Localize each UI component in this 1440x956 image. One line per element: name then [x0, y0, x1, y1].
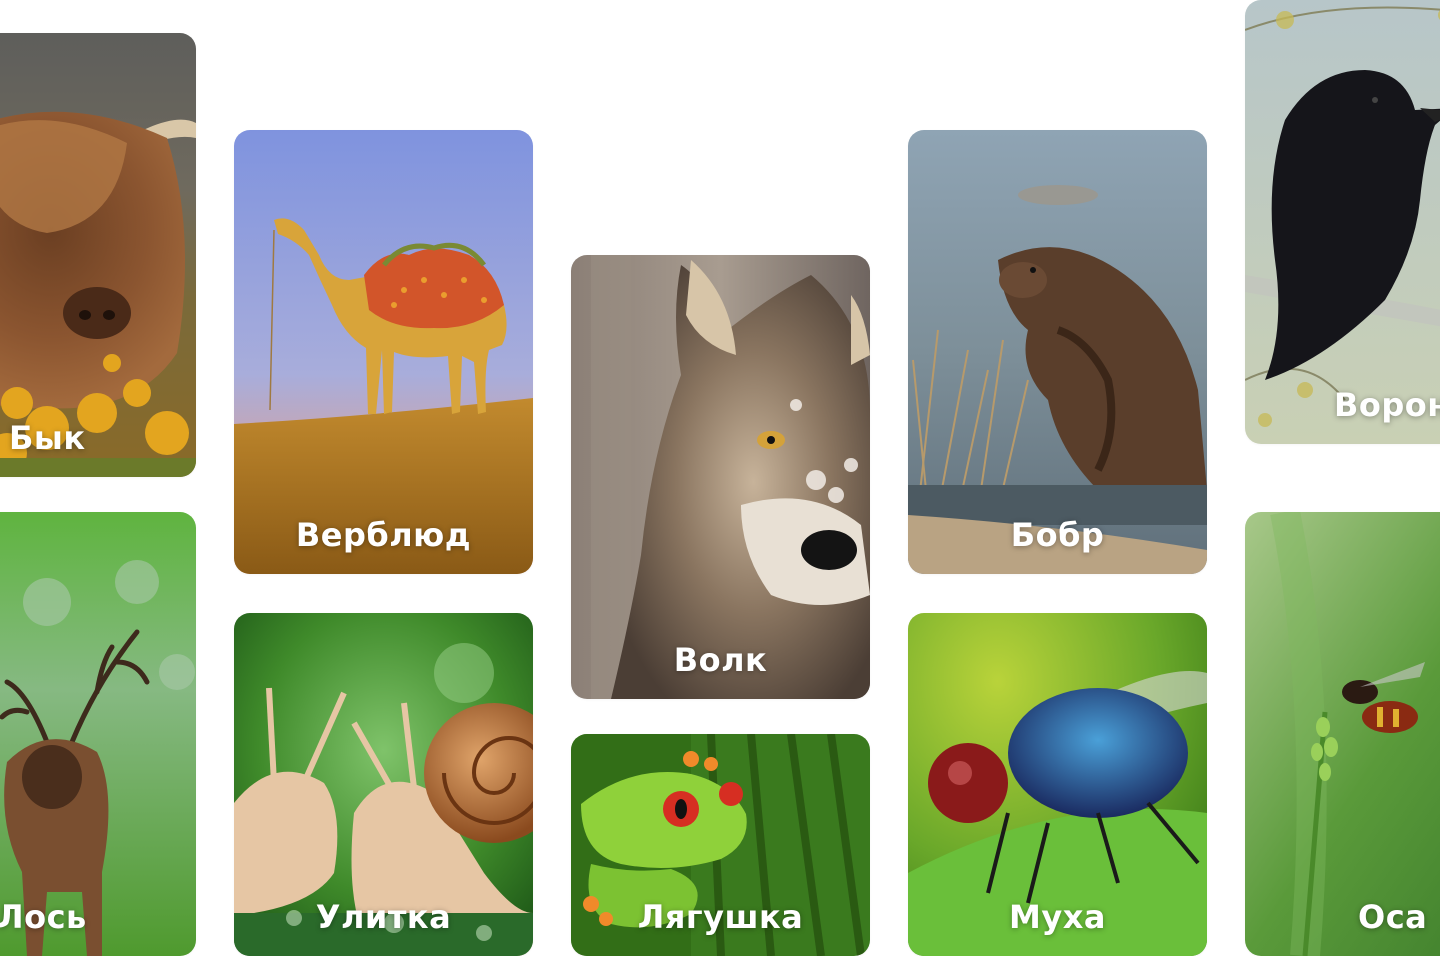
frog-image — [571, 734, 870, 956]
card-label: Муха — [1009, 898, 1106, 936]
beaver-image — [908, 130, 1207, 574]
card-bull[interactable]: Бык — [0, 33, 196, 477]
card-wolf[interactable]: Волк — [571, 255, 870, 699]
card-camel[interactable]: Верблюд — [234, 130, 533, 574]
card-fly[interactable]: Муха — [908, 613, 1207, 956]
card-label: Оса — [1358, 898, 1428, 936]
card-frog[interactable]: Лягушка — [571, 734, 870, 956]
card-label: Верблюд — [295, 516, 472, 554]
card-label: Лягушка — [637, 898, 804, 936]
bull-image — [0, 33, 196, 477]
card-label: Бык — [9, 419, 86, 457]
crow-image — [1245, 0, 1440, 444]
card-wasp[interactable]: Оса — [1245, 512, 1440, 956]
card-snail[interactable]: Улитка — [234, 613, 533, 956]
camel-image — [234, 130, 533, 574]
card-moose[interactable]: Лось — [0, 512, 196, 956]
wolf-image — [571, 255, 870, 699]
snail-image — [234, 613, 533, 956]
moose-image — [0, 512, 196, 956]
fly-image — [908, 613, 1207, 956]
card-label: Бобр — [1010, 516, 1105, 554]
card-label: Улитка — [315, 898, 452, 936]
card-beaver[interactable]: Бобр — [908, 130, 1207, 574]
card-label: Волк — [673, 641, 768, 679]
wasp-image — [1245, 512, 1440, 956]
card-label: Ворона — [1334, 386, 1440, 424]
card-crow[interactable]: Ворона — [1245, 0, 1440, 444]
card-label: Лось — [0, 898, 87, 936]
